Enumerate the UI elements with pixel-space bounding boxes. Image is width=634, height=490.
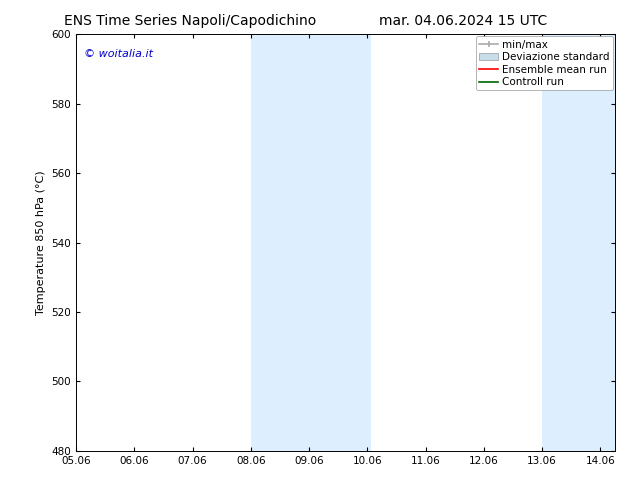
Bar xyxy=(542,34,615,451)
Y-axis label: Temperature 850 hPa (°C): Temperature 850 hPa (°C) xyxy=(36,170,46,315)
Bar xyxy=(251,34,371,451)
Text: © woitalia.it: © woitalia.it xyxy=(84,49,153,59)
Text: ENS Time Series Napoli/Capodichino: ENS Time Series Napoli/Capodichino xyxy=(64,14,316,28)
Legend: min/max, Deviazione standard, Ensemble mean run, Controll run: min/max, Deviazione standard, Ensemble m… xyxy=(476,36,613,91)
Text: mar. 04.06.2024 15 UTC: mar. 04.06.2024 15 UTC xyxy=(378,14,547,28)
